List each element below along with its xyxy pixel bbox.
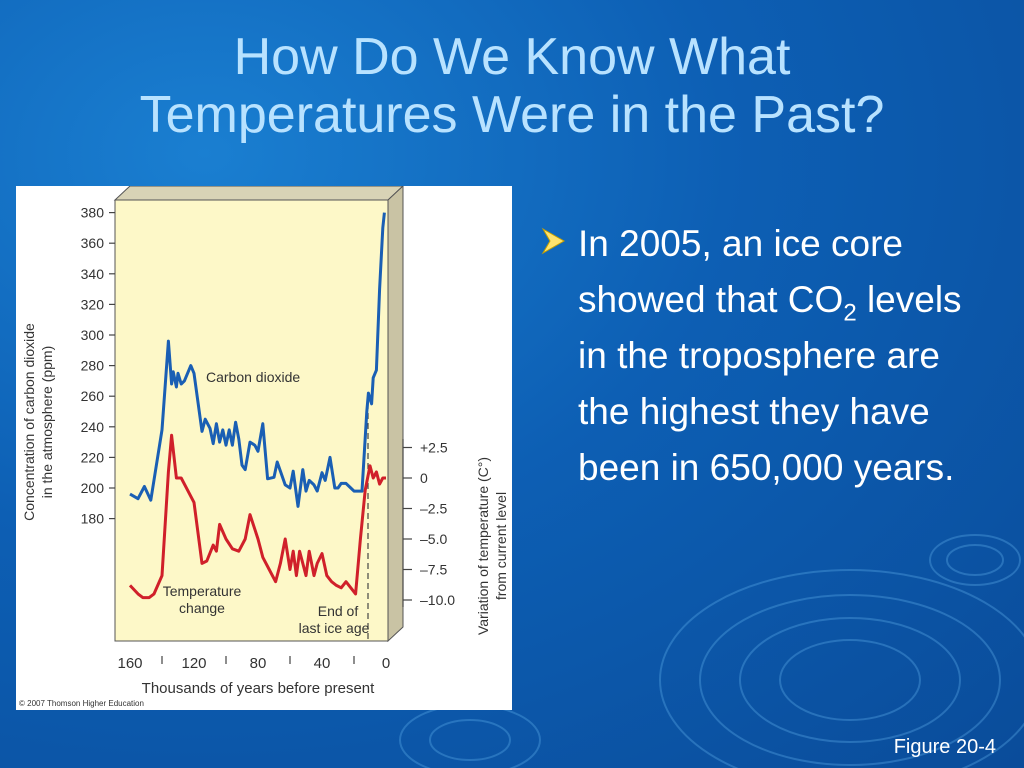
x-axis-tick-label: 0 (382, 655, 390, 672)
figure-caption: Figure 20-4 (893, 736, 996, 758)
left-axis-tick-label: 200 (81, 480, 105, 496)
left-axis-tick-label: 340 (81, 266, 105, 282)
temperature-annotation-line-1: Temperature (163, 583, 242, 599)
slide-title-line-2: Temperatures Were in the Past? (139, 86, 885, 144)
x-axis-tick-label: 160 (117, 655, 142, 672)
left-axis-tick-label: 240 (81, 419, 105, 435)
ice-age-annotation-line-2: last ice age (299, 620, 370, 636)
left-axis-label-line-2: in the atmosphere (ppm) (39, 346, 55, 499)
left-axis-tick-label: 260 (81, 388, 105, 404)
left-axis-label-line-1: Concentration of carbon dioxide (21, 323, 37, 521)
right-axis-label-line-1: Variation of temperature (C°) (475, 457, 491, 635)
right-axis-label-line-2: from current level (493, 492, 509, 600)
copyright-text: © 2007 Thomson Higher Education (19, 699, 144, 708)
co2-temperature-chart: 380 360 340 320 300 280 260 240 220 200 180 +2.5 0 –… (19, 186, 509, 708)
temperature-annotation-line-2: change (179, 600, 225, 616)
plot-area (114, 199, 389, 642)
left-axis-tick-label: 280 (81, 358, 105, 374)
bullet-text-part-1: In 2005, an ice core showed that CO (578, 223, 903, 320)
temperature-series-line (128, 433, 386, 600)
left-axis-tick-label: 320 (81, 296, 105, 312)
plot-box-top (113, 186, 404, 201)
x-axis-tick-label: 80 (250, 655, 267, 672)
co2-series-line (129, 212, 386, 508)
plot-box-side (387, 186, 404, 643)
right-axis-tick-label: 0 (420, 470, 428, 486)
left-axis-tick-label: 300 (81, 327, 105, 343)
slide-title: How Do We Know What Temperatures Were in… (40, 28, 984, 144)
left-axis-tick-label: 180 (81, 511, 105, 527)
left-axis-tick-label: 220 (81, 449, 105, 465)
x-axis-label: Thousands of years before present (142, 680, 375, 697)
left-axis-tick-label: 360 (81, 235, 105, 251)
left-axis-tick-label: 380 (81, 205, 105, 221)
slide-title-line-1: How Do We Know What (233, 28, 791, 86)
ice-age-annotation-line-1: End of (318, 603, 359, 619)
co2-subscript: 2 (843, 299, 857, 327)
right-axis-tick-label: –2.5 (420, 501, 447, 517)
x-axis-tick-label: 40 (314, 655, 331, 672)
x-axis-tick-label: 120 (181, 655, 206, 672)
arrow-bullet-icon (541, 227, 566, 255)
co2-annotation: Carbon dioxide (206, 369, 300, 385)
co2-temperature-figure: 380 360 340 320 300 280 260 240 220 200 180 +2.5 0 –… (16, 186, 512, 710)
right-axis-tick-label: –7.5 (420, 562, 447, 578)
right-axis-tick-label: –5.0 (420, 531, 447, 547)
bullet-text-part-2: levels in the troposphere are the highes… (578, 279, 962, 488)
bullet-text: In 2005, an ice core showed that CO2 lev… (578, 216, 990, 496)
right-axis-tick-label: –10.0 (420, 592, 455, 608)
right-axis-tick-label: +2.5 (420, 440, 448, 456)
